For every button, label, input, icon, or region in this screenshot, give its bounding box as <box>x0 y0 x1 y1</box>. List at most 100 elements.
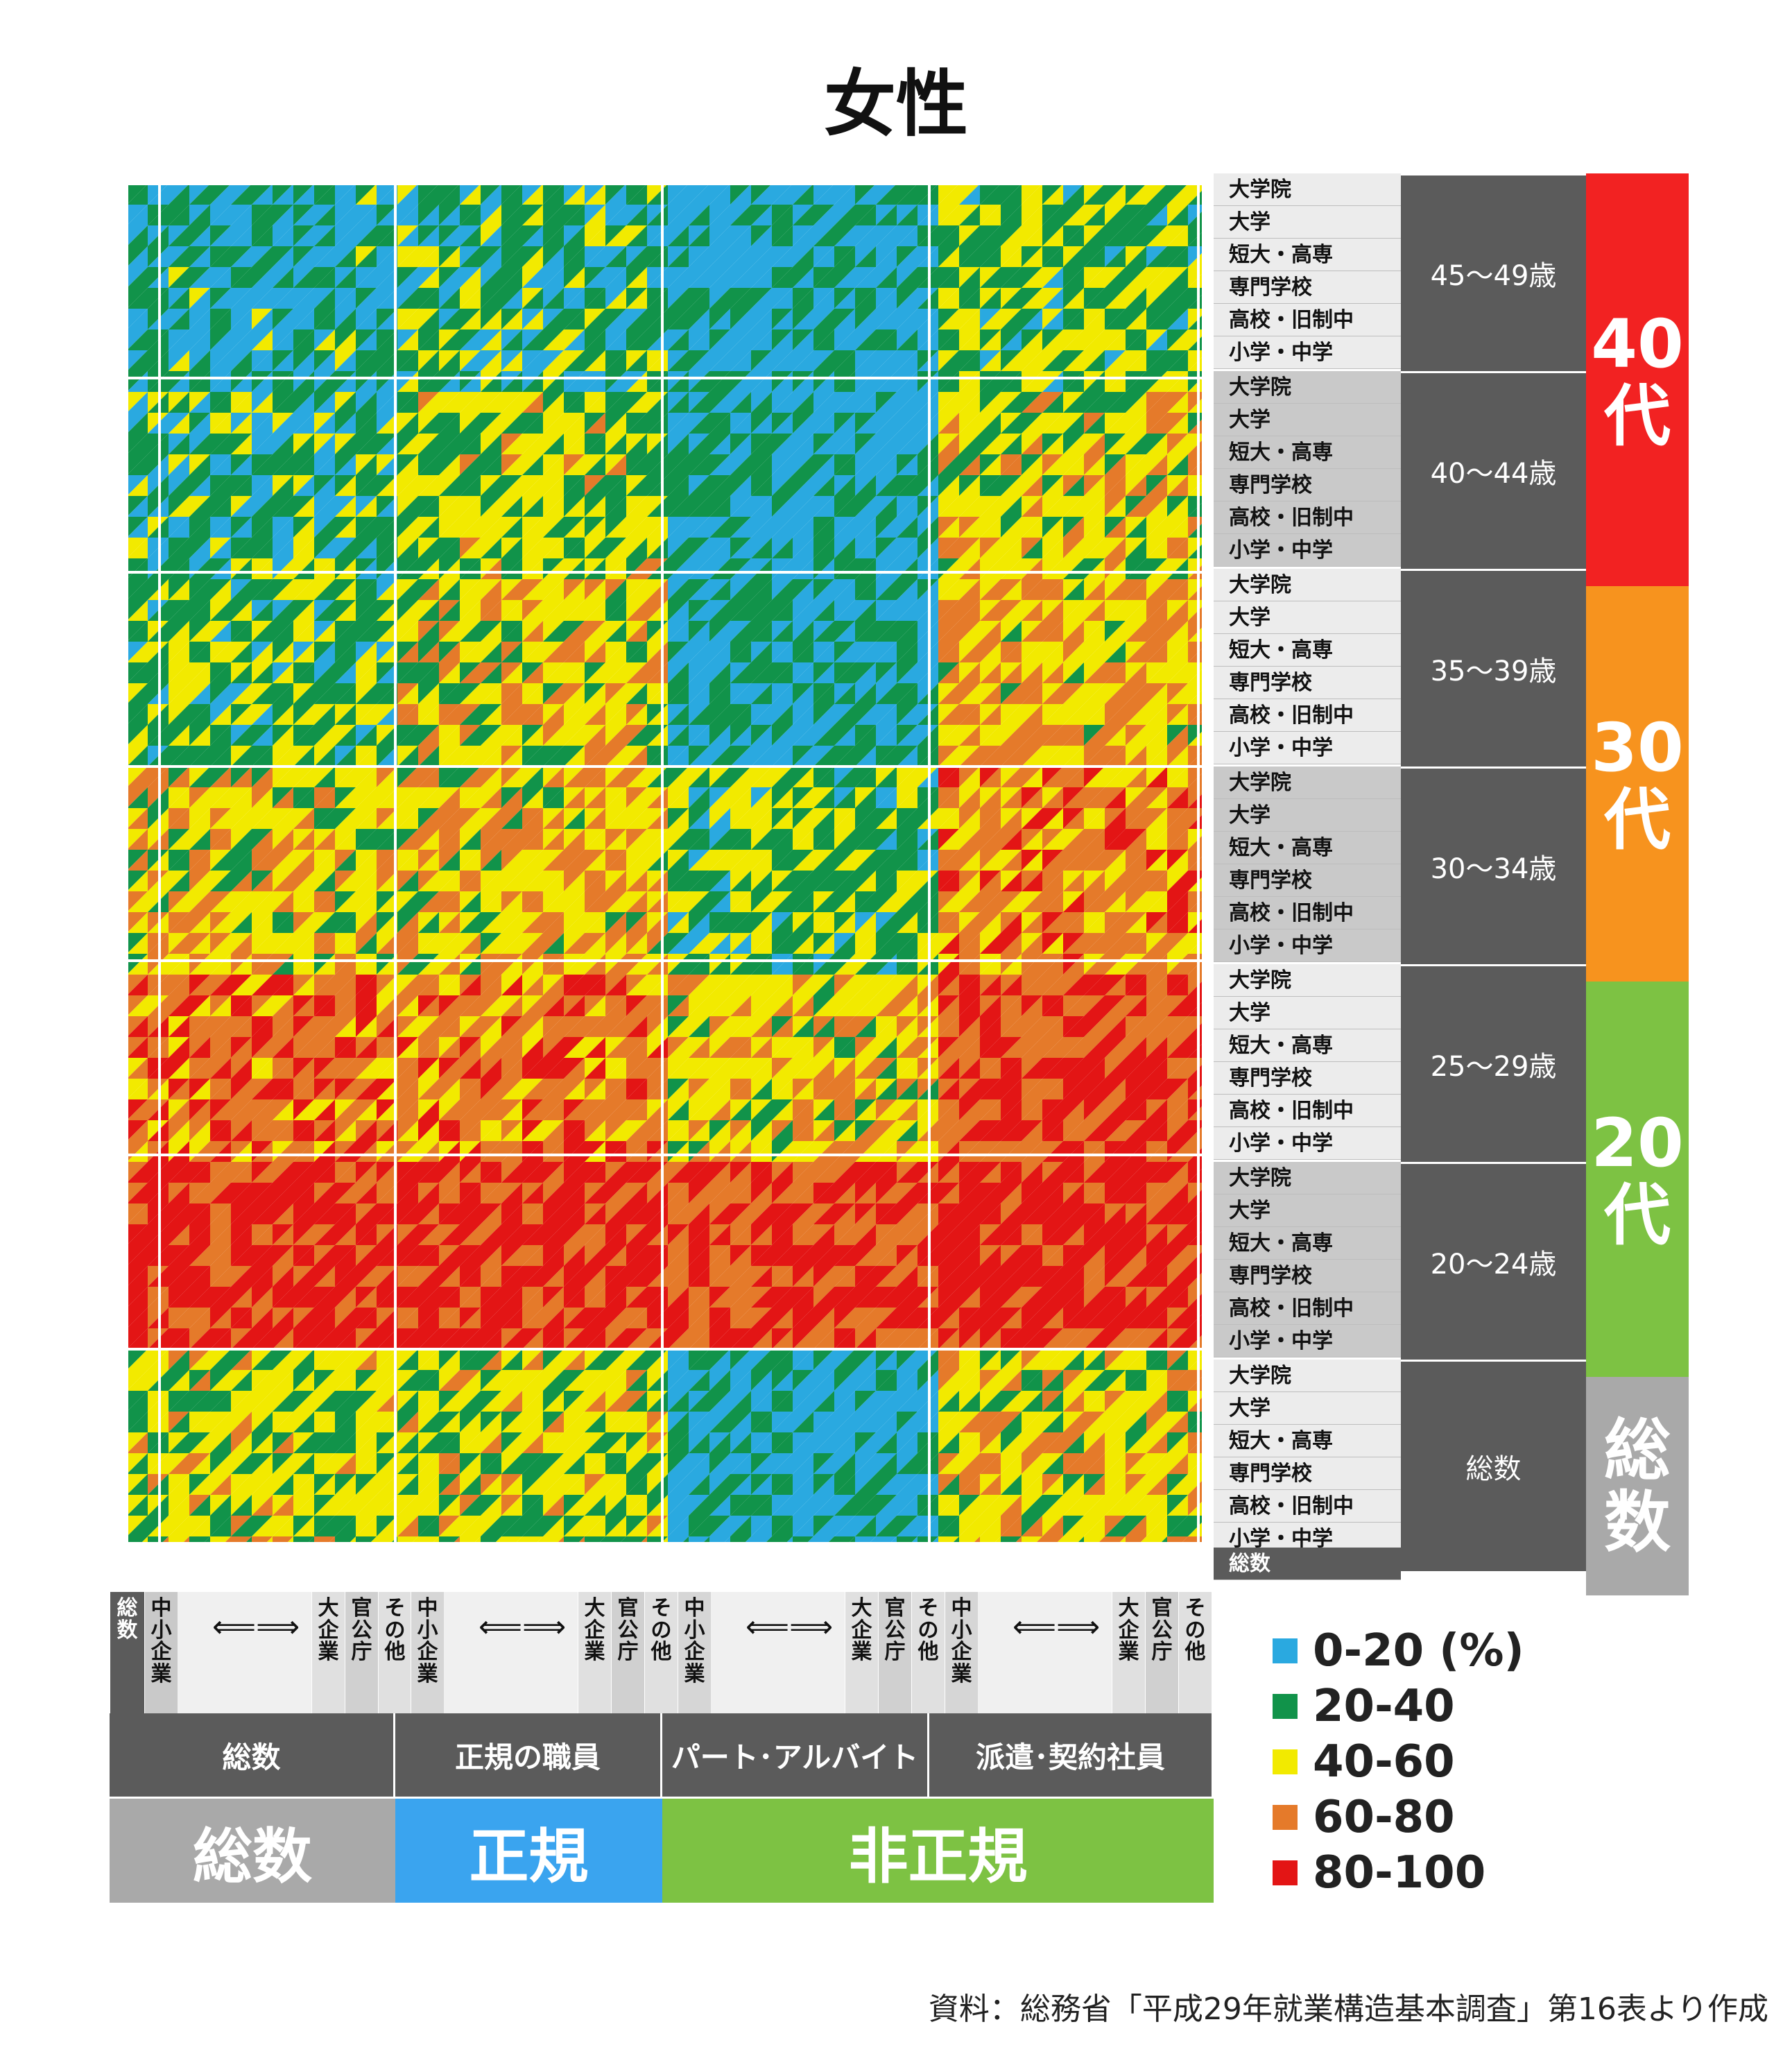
heatmap-cell <box>793 392 813 413</box>
heatmap-cell <box>189 683 210 704</box>
heatmap-cell <box>418 267 439 288</box>
heatmap-cell <box>1167 329 1188 350</box>
heatmap-cell <box>481 600 501 621</box>
heatmap-cell <box>439 309 460 329</box>
heatmap-cell <box>1084 309 1105 329</box>
heatmap-cell <box>668 350 689 371</box>
heatmap-cell <box>564 558 585 579</box>
heatmap-cell <box>481 205 501 225</box>
heatmap-cell <box>1105 309 1126 329</box>
heatmap-cell <box>938 225 959 246</box>
heatmap-cell <box>564 517 585 538</box>
heatmap-cell <box>772 205 793 225</box>
heatmap-cell <box>855 579 876 600</box>
heatmap-cell <box>751 558 772 579</box>
heatmap-cell <box>689 579 709 600</box>
heatmap-cell <box>1126 496 1146 517</box>
heatmap-cell <box>293 392 314 413</box>
heatmap-cell <box>293 475 314 496</box>
heatmap-cell <box>772 496 793 517</box>
heatmap-cell <box>252 434 273 454</box>
heatmap-cell <box>501 662 522 683</box>
heatmap-cell <box>210 662 231 683</box>
heatmap-cell <box>1042 642 1063 662</box>
heatmap-cell <box>335 704 356 725</box>
heatmap-cell <box>772 267 793 288</box>
heatmap-cell <box>1105 350 1126 371</box>
heatmap-cell <box>855 329 876 350</box>
heatmap-cell <box>813 225 834 246</box>
heatmap-cell <box>605 579 626 600</box>
heatmap-cell <box>668 434 689 454</box>
heatmap-cell <box>980 496 1001 517</box>
heatmap-cell <box>273 662 293 683</box>
heatmap-cell <box>793 496 813 517</box>
heatmap-cell <box>1146 205 1167 225</box>
heatmap-cell <box>876 288 897 309</box>
heatmap-cell <box>439 329 460 350</box>
heatmap-cell <box>522 205 543 225</box>
heatmap-cell <box>522 309 543 329</box>
heatmap-cell <box>189 184 210 205</box>
heatmap-cell <box>501 600 522 621</box>
heatmap-cell <box>252 621 273 642</box>
heatmap-cell <box>813 475 834 496</box>
heatmap-cell <box>959 288 980 309</box>
heatmap-cell <box>377 413 397 434</box>
heatmap-cell <box>273 350 293 371</box>
heatmap-cell <box>1084 600 1105 621</box>
heatmap-cell <box>980 288 1001 309</box>
heatmap-cell <box>314 267 335 288</box>
heatmap-cell <box>169 683 189 704</box>
heatmap-cell <box>460 642 481 662</box>
heatmap-cell <box>293 329 314 350</box>
heatmap-cell <box>730 454 751 475</box>
heatmap-cell <box>1084 413 1105 434</box>
heatmap-cell <box>1022 621 1042 642</box>
heatmap-cell <box>1063 683 1084 704</box>
heatmap-cell <box>127 205 148 225</box>
heatmap-cell <box>751 371 772 392</box>
heatmap-cell <box>522 267 543 288</box>
heatmap-cell <box>273 496 293 517</box>
heatmap-cell <box>418 558 439 579</box>
heatmap-cell <box>1084 579 1105 600</box>
heatmap-cell <box>418 496 439 517</box>
heatmap-cell <box>564 621 585 642</box>
heatmap-cell <box>293 600 314 621</box>
heatmap-cell <box>834 558 855 579</box>
heatmap-cell <box>751 642 772 662</box>
heatmap-cell <box>293 579 314 600</box>
heatmap-cell <box>252 246 273 267</box>
heatmap-cell <box>834 538 855 558</box>
heatmap-cell <box>834 579 855 600</box>
heatmap-cell <box>564 350 585 371</box>
heatmap-cell <box>210 184 231 205</box>
heatmap-cell <box>897 225 917 246</box>
heatmap-cell <box>231 662 252 683</box>
heatmap-cell <box>460 579 481 600</box>
heatmap-cell <box>501 205 522 225</box>
heatmap-cell <box>501 475 522 496</box>
heatmap-cell <box>959 621 980 642</box>
heatmap-cell <box>481 454 501 475</box>
heatmap-cell <box>980 642 1001 662</box>
heatmap-cell <box>1042 475 1063 496</box>
heatmap-cell <box>564 600 585 621</box>
heatmap-cell <box>314 288 335 309</box>
heatmap-cell <box>439 662 460 683</box>
heatmap-cell <box>522 558 543 579</box>
heatmap-cell <box>1022 246 1042 267</box>
heatmap-cell <box>543 704 564 725</box>
heatmap-cell <box>460 288 481 309</box>
heatmap-cell <box>1167 267 1188 288</box>
heatmap-cell <box>397 413 418 434</box>
heatmap-cell <box>1146 371 1167 392</box>
heatmap-cell <box>876 205 897 225</box>
heatmap-cell <box>1042 558 1063 579</box>
heatmap-cell <box>252 496 273 517</box>
heatmap-cell <box>751 246 772 267</box>
heatmap-cell <box>293 704 314 725</box>
heatmap-cell <box>585 579 605 600</box>
heatmap-cell <box>1146 329 1167 350</box>
